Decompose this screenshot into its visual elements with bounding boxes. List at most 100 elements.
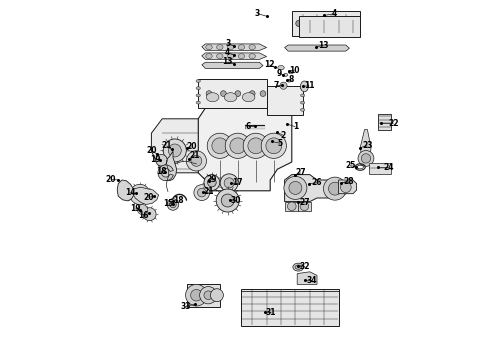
Text: 5: 5 <box>278 139 283 148</box>
Text: 14: 14 <box>125 188 136 197</box>
Text: 23: 23 <box>362 141 373 150</box>
Text: 20: 20 <box>187 143 197 152</box>
Text: 10: 10 <box>290 66 300 75</box>
Ellipse shape <box>287 79 291 82</box>
Circle shape <box>266 138 282 154</box>
Ellipse shape <box>196 101 200 104</box>
Ellipse shape <box>293 263 304 271</box>
Ellipse shape <box>300 94 305 97</box>
Text: 25: 25 <box>345 161 355 170</box>
Polygon shape <box>285 202 298 211</box>
Circle shape <box>280 82 287 89</box>
Circle shape <box>134 189 145 200</box>
Polygon shape <box>187 284 220 307</box>
Text: 34: 34 <box>306 276 317 285</box>
Text: 6: 6 <box>246 122 251 131</box>
Text: 27: 27 <box>299 198 310 207</box>
Text: 29: 29 <box>207 175 217 184</box>
Circle shape <box>323 177 346 200</box>
Polygon shape <box>285 175 346 202</box>
Text: 12: 12 <box>264 60 275 69</box>
Text: 30: 30 <box>230 197 241 205</box>
Circle shape <box>288 202 296 211</box>
Circle shape <box>206 91 212 96</box>
Circle shape <box>224 178 234 188</box>
Circle shape <box>170 201 176 208</box>
Bar <box>369 163 391 174</box>
Polygon shape <box>339 180 357 194</box>
Text: 7: 7 <box>274 81 279 90</box>
Circle shape <box>235 91 241 96</box>
Circle shape <box>167 199 179 210</box>
Circle shape <box>332 20 338 27</box>
Circle shape <box>210 289 223 302</box>
Ellipse shape <box>227 54 234 59</box>
Circle shape <box>208 178 216 187</box>
Circle shape <box>216 189 239 212</box>
Ellipse shape <box>300 87 305 90</box>
Ellipse shape <box>196 94 200 97</box>
Circle shape <box>137 204 147 215</box>
Text: 4: 4 <box>332 9 337 18</box>
Ellipse shape <box>206 45 212 50</box>
Text: 21: 21 <box>189 151 200 160</box>
Ellipse shape <box>196 80 200 82</box>
Text: 2: 2 <box>280 131 285 140</box>
Ellipse shape <box>227 45 234 50</box>
Circle shape <box>361 154 370 163</box>
Text: 33: 33 <box>180 302 191 311</box>
Text: 4: 4 <box>225 49 230 58</box>
Text: 19: 19 <box>130 204 141 213</box>
Ellipse shape <box>206 93 219 102</box>
Ellipse shape <box>300 81 308 92</box>
Text: 22: 22 <box>388 119 398 128</box>
Polygon shape <box>378 114 391 130</box>
Polygon shape <box>202 44 267 50</box>
Circle shape <box>230 138 245 154</box>
Text: 1: 1 <box>293 122 298 131</box>
Text: 28: 28 <box>343 177 354 186</box>
Text: 21: 21 <box>203 187 214 196</box>
Circle shape <box>341 182 351 193</box>
Polygon shape <box>360 130 371 156</box>
Circle shape <box>243 133 269 158</box>
Text: 20: 20 <box>146 146 157 155</box>
Circle shape <box>220 174 238 192</box>
Circle shape <box>204 291 213 300</box>
Ellipse shape <box>300 108 305 111</box>
Circle shape <box>289 181 302 194</box>
Text: 24: 24 <box>383 163 393 172</box>
Circle shape <box>260 91 266 96</box>
Text: 9: 9 <box>276 69 281 78</box>
Polygon shape <box>117 180 134 201</box>
Ellipse shape <box>206 54 212 59</box>
Ellipse shape <box>224 93 237 102</box>
Circle shape <box>169 144 181 157</box>
Text: 17: 17 <box>232 179 243 188</box>
Circle shape <box>328 182 342 195</box>
Circle shape <box>220 91 226 96</box>
Polygon shape <box>299 16 360 37</box>
Polygon shape <box>267 86 303 115</box>
Text: 18: 18 <box>156 167 167 176</box>
Circle shape <box>261 133 286 158</box>
Circle shape <box>143 208 156 221</box>
Circle shape <box>248 138 264 154</box>
Text: 13: 13 <box>222 58 233 67</box>
Polygon shape <box>198 79 270 108</box>
Circle shape <box>207 133 232 158</box>
Polygon shape <box>297 272 317 284</box>
Circle shape <box>358 150 374 166</box>
Text: 27: 27 <box>295 168 306 177</box>
Circle shape <box>225 133 250 158</box>
Circle shape <box>186 151 206 171</box>
Ellipse shape <box>249 45 255 50</box>
Ellipse shape <box>217 45 223 50</box>
Polygon shape <box>159 151 176 181</box>
Ellipse shape <box>242 93 255 102</box>
Text: 20: 20 <box>143 193 154 202</box>
Circle shape <box>199 287 217 304</box>
Text: 3: 3 <box>255 9 260 18</box>
Ellipse shape <box>196 87 200 90</box>
Text: 32: 32 <box>299 262 310 271</box>
